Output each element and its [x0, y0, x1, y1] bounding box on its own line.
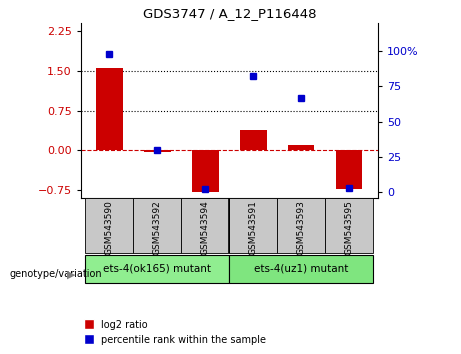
Bar [278, 198, 325, 253]
Text: GSM543591: GSM543591 [249, 200, 258, 255]
Bar [192, 150, 219, 192]
Bar [181, 198, 230, 253]
Bar [240, 130, 266, 150]
Text: ▶: ▶ [67, 269, 76, 279]
Text: genotype/variation: genotype/variation [9, 269, 102, 279]
Text: GSM543593: GSM543593 [297, 200, 306, 255]
Title: GDS3747 / A_12_P116448: GDS3747 / A_12_P116448 [142, 7, 316, 21]
Bar [85, 198, 133, 253]
Bar [144, 150, 171, 152]
Text: GSM543590: GSM543590 [105, 200, 114, 255]
Text: GSM543594: GSM543594 [201, 200, 210, 255]
Bar [85, 255, 230, 283]
Bar [133, 198, 181, 253]
Bar [288, 145, 314, 150]
Legend: log2 ratio, percentile rank within the sample: log2 ratio, percentile rank within the s… [86, 320, 266, 345]
Text: ets-4(ok165) mutant: ets-4(ok165) mutant [103, 263, 212, 273]
Text: GSM543592: GSM543592 [153, 200, 162, 255]
Text: ets-4(uz1) mutant: ets-4(uz1) mutant [254, 263, 349, 273]
Bar [325, 198, 373, 253]
Bar [230, 198, 278, 253]
Bar [230, 255, 373, 283]
Bar [96, 68, 123, 150]
Text: GSM543595: GSM543595 [345, 200, 354, 255]
Bar [336, 150, 362, 189]
